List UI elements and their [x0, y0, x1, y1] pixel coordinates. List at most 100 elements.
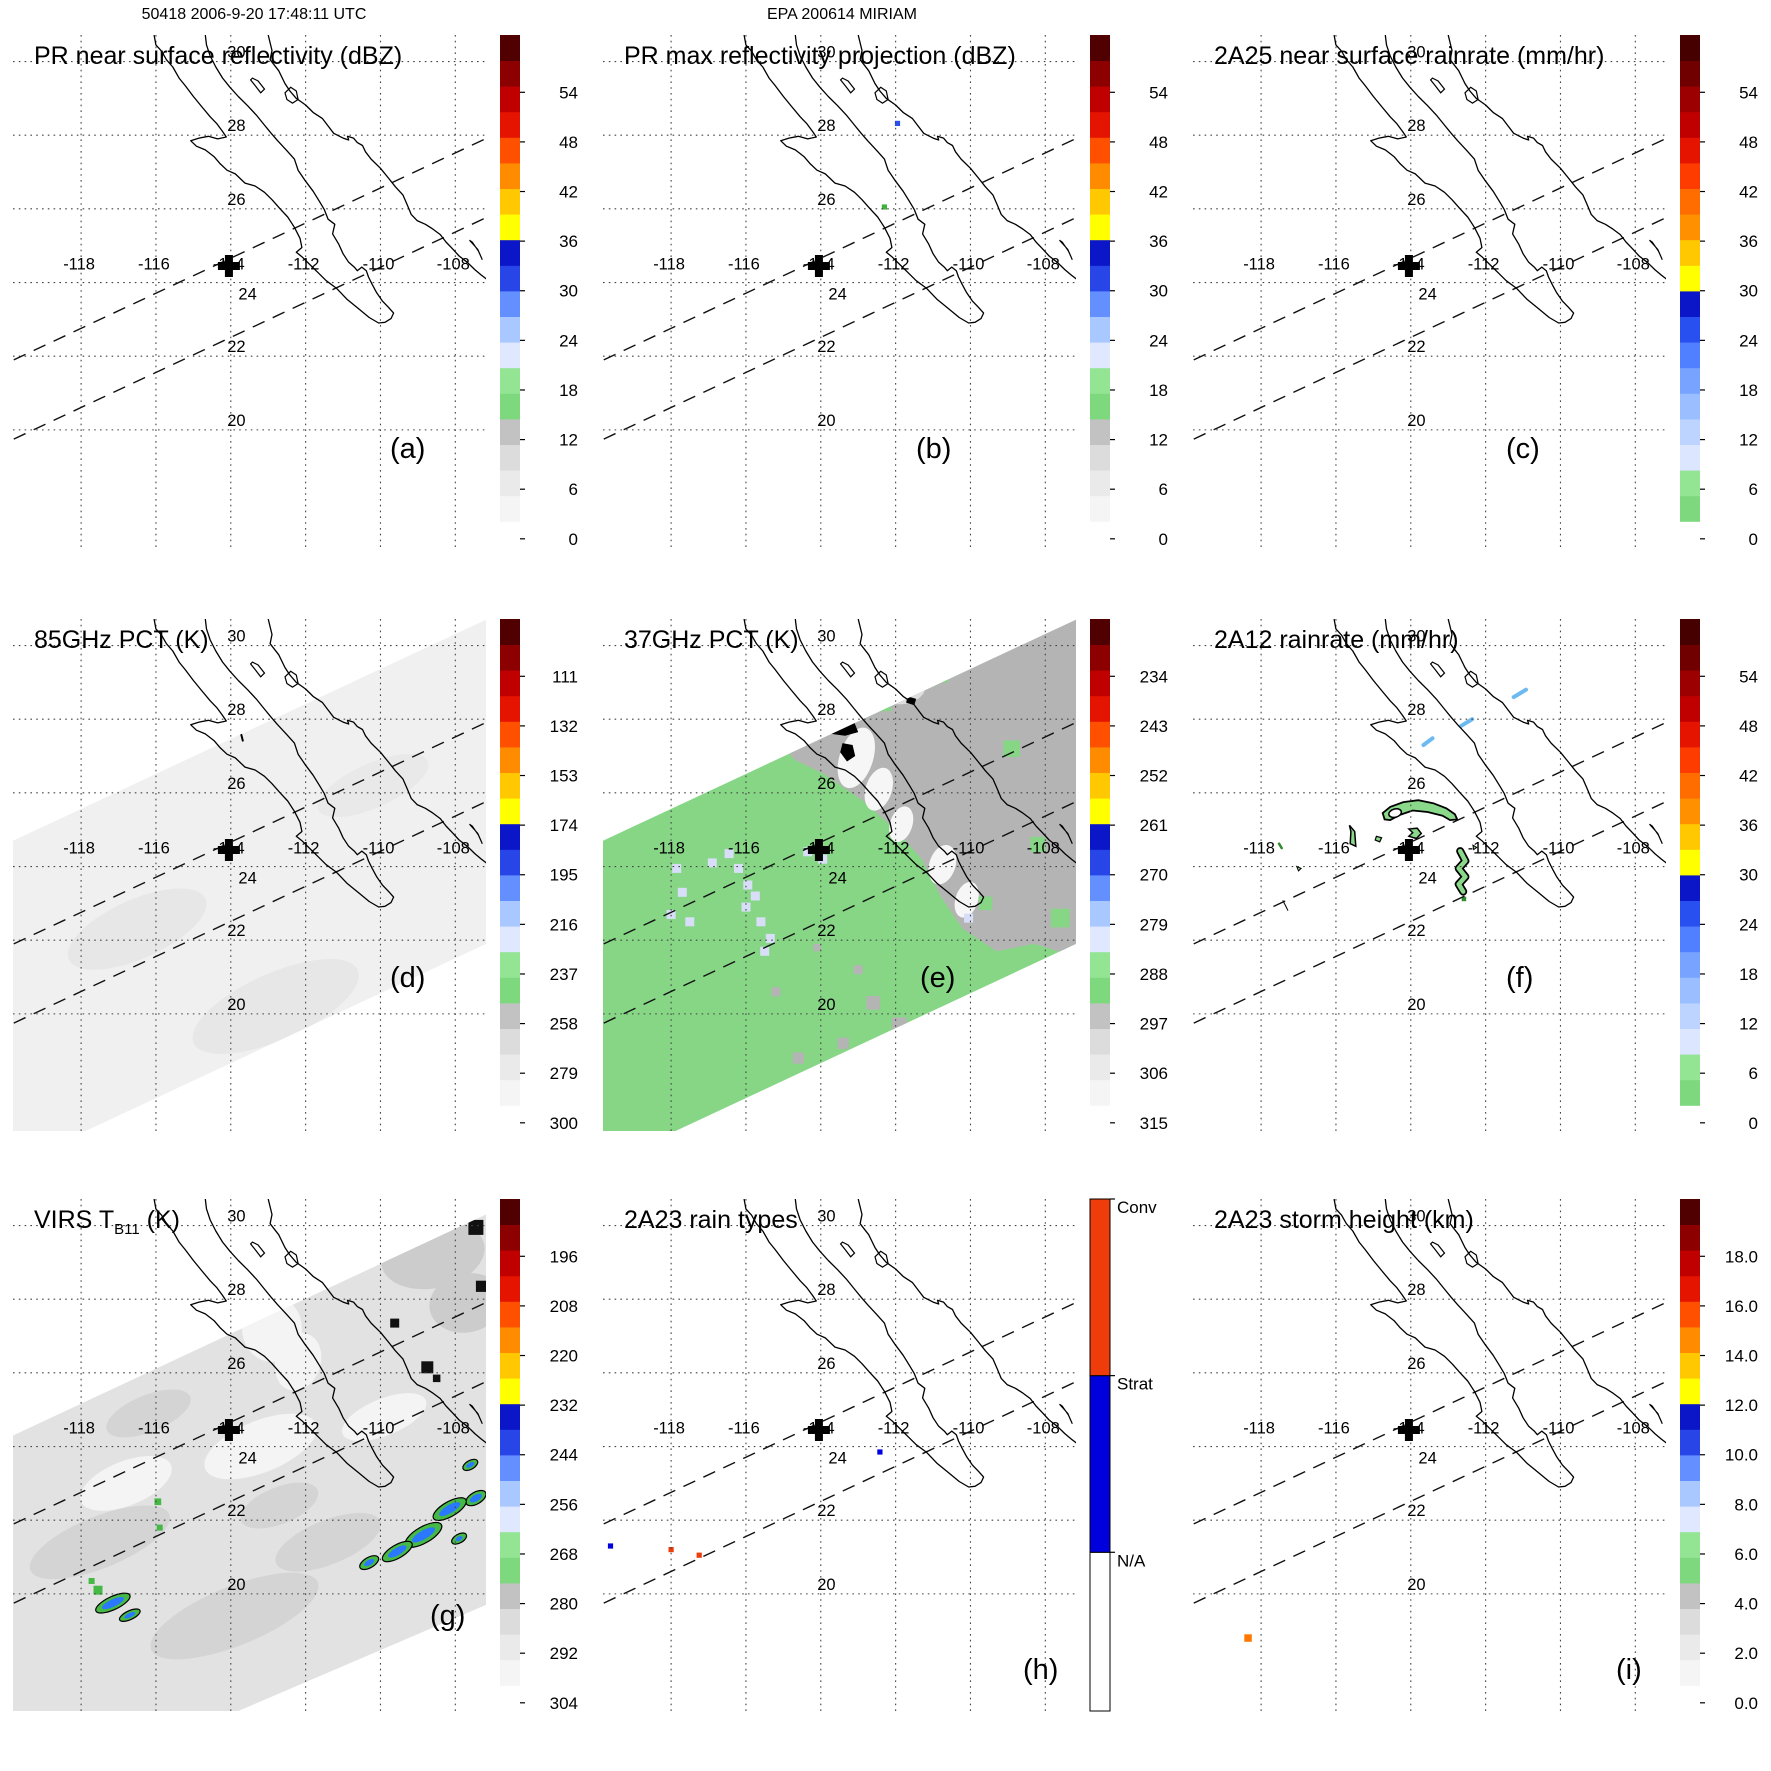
colorbar-tick-label: 36 — [1149, 232, 1168, 251]
lon-tick-label: -108 — [1027, 1420, 1060, 1438]
data-feature — [1472, 844, 1478, 851]
colorbar-segment — [500, 977, 520, 1004]
lon-tick-label: -112 — [878, 256, 910, 274]
colorbar-segment — [1090, 367, 1110, 394]
colorbar-tick-label: 0 — [569, 530, 578, 549]
colorbar-label: N/A — [1117, 1551, 1146, 1570]
colorbar-segment — [500, 926, 520, 953]
colorbar-tick-label: 304 — [550, 1694, 578, 1713]
colorbar: 0 6 12 18 24 30 36 42 48 54 — [1090, 35, 1168, 549]
lon-tick-label: -110 — [363, 256, 395, 274]
colorbar-segment — [1680, 823, 1700, 850]
colorbar-tick-label: 42 — [1739, 183, 1758, 202]
colorbar-segment — [500, 1583, 520, 1609]
data-feature — [364, 1559, 375, 1567]
colorbar-segment — [1680, 265, 1700, 292]
colorbar-tick-label: 48 — [1739, 133, 1758, 152]
colorbar: 0 6 12 18 24 30 36 42 48 54 — [1680, 35, 1758, 549]
colorbar-segment — [1090, 747, 1110, 773]
colorbar-segment — [1090, 875, 1110, 901]
colorbar-segment — [500, 849, 520, 876]
coastline — [267, 1199, 486, 1444]
lon-tick-label: -118 — [653, 840, 685, 858]
colorbar-segment — [1680, 670, 1700, 697]
colorbar-tick-label: 54 — [1739, 667, 1758, 686]
colorbar-tick-label: 42 — [1739, 767, 1758, 786]
data-spot — [866, 996, 880, 1010]
map-area — [603, 619, 1076, 1131]
colorbar: 0.0 2.0 4.0 6.0 8.0 10.0 12.0 14.0 16.0 18.0 — [1680, 1199, 1758, 1713]
colorbar-segment — [500, 695, 520, 722]
colorbar-segment — [1680, 1455, 1700, 1481]
colorbar-segment — [1680, 495, 1700, 522]
data-spot — [741, 902, 751, 912]
colorbar-tick-label: 288 — [1140, 965, 1168, 984]
colorbar-tick-label: 12 — [1739, 1015, 1758, 1034]
colorbar-segment — [500, 670, 520, 697]
coastline — [1447, 1199, 1666, 1444]
lat-tick-label: 20 — [817, 412, 835, 430]
colorbar-segment — [1090, 977, 1110, 1004]
colorbar-tick-label: 2.0 — [1734, 1644, 1758, 1663]
lon-tick-label: -108 — [1617, 256, 1650, 274]
storm-name-header: EPA 200614 MIRIAM — [767, 6, 917, 23]
lat-tick-label: 30 — [817, 628, 835, 646]
colorbar-segment — [500, 1105, 520, 1132]
colorbar-segment — [1089, 1551, 1111, 1712]
colorbar-tick-label: 208 — [550, 1297, 578, 1316]
lon-tick-label: -112 — [1468, 840, 1500, 858]
colorbar-segment — [1090, 849, 1110, 876]
island-outline — [839, 1241, 856, 1258]
panel-title-text: PR near surface reflectivity (dBZ) — [34, 42, 403, 70]
data-feature — [1456, 848, 1468, 894]
colorbar-tick-label: 6 — [1749, 1064, 1758, 1083]
lat-tick-label: 24 — [828, 870, 846, 888]
colorbar-tick-label: 0 — [1749, 1114, 1758, 1133]
lat-tick-label: 24 — [1418, 870, 1436, 888]
colorbar-segment — [1090, 1003, 1110, 1029]
map-svg-a: -118 -116 -114 -112 -110 -108 30 28 26 24 22 20 0 6 12… — [13, 35, 578, 549]
colorbar-tick-label: 24 — [1739, 915, 1758, 934]
panel-letter: (c) — [1506, 433, 1540, 465]
coastline — [1447, 619, 1666, 864]
colorbar-segment — [1090, 521, 1110, 548]
map-area — [1193, 35, 1666, 547]
data-feature — [29, 1505, 170, 1580]
colorbar-tick-label: 243 — [1140, 717, 1168, 736]
data-spot — [964, 913, 974, 923]
island-outline — [1649, 1403, 1663, 1424]
colorbar-segment — [1680, 619, 1700, 645]
island-outline — [1464, 670, 1479, 688]
colorbar-segment — [1090, 823, 1110, 850]
colorbar-tick-label: 195 — [550, 866, 578, 885]
colorbar-tick-label: 6 — [1159, 480, 1168, 499]
lon-tick-label: -112 — [1468, 256, 1500, 274]
colorbar-segment — [1680, 1275, 1700, 1302]
map-area — [603, 1199, 1076, 1711]
map-svg-d: -118 -116 -114 -112 -110 -108 30 28 26 24 22 20 300 2… — [13, 619, 578, 1133]
colorbar-segment — [1090, 470, 1110, 497]
colorbar-tick-label: 12 — [1739, 431, 1758, 450]
colorbar-segment — [500, 495, 520, 522]
lat-tick-label: 22 — [1407, 1502, 1425, 1520]
colorbar-segment — [1090, 670, 1110, 697]
lat-tick-label: 30 — [227, 44, 245, 62]
panel-letter: (i) — [1616, 1654, 1642, 1686]
lat-tick-label: 26 — [1407, 191, 1425, 209]
panel-title: VIRS TB11 (K) — [34, 1206, 180, 1238]
data-feature — [837, 727, 875, 789]
colorbar-segment — [1680, 1429, 1700, 1456]
data-spot — [1003, 740, 1020, 757]
colorbar-tick-label: 111 — [552, 667, 578, 686]
panel-letter: (d) — [390, 962, 426, 994]
data-spot — [1461, 896, 1467, 902]
colorbar-segment — [1090, 926, 1110, 953]
colorbar-segment — [500, 1659, 520, 1686]
coastline — [857, 619, 1076, 864]
lon-tick-label: -108 — [437, 840, 470, 858]
colorbar: 315 306 297 288 279 270 261 252 243 234 — [1090, 619, 1168, 1133]
colorbar-segment — [1090, 239, 1110, 266]
colorbar-segment — [1680, 1634, 1700, 1661]
data-feature — [840, 743, 856, 762]
map-svg-c: -118 -116 -114 -112 -110 -108 30 28 26 24 22 20 0 6 12… — [1193, 35, 1758, 549]
